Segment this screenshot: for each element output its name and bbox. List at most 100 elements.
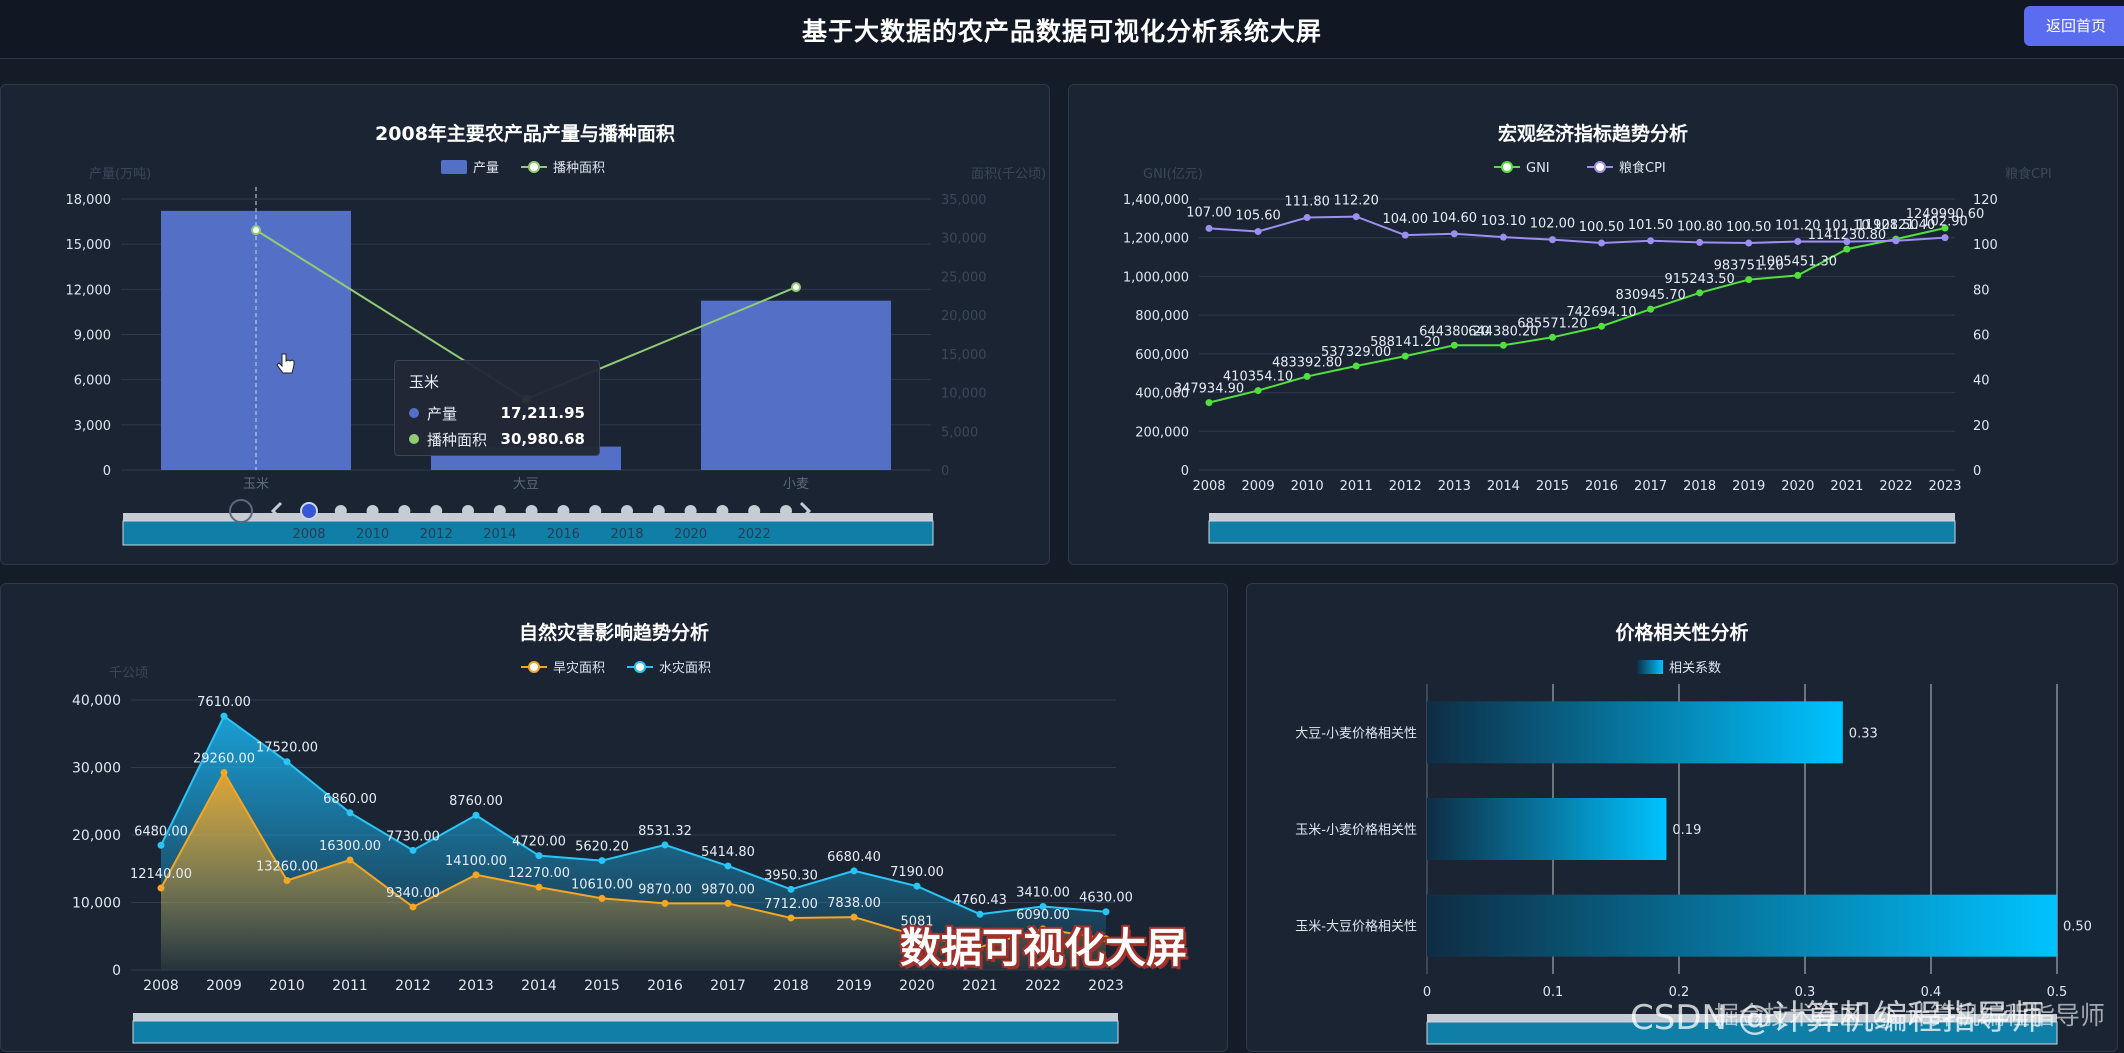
data-point xyxy=(1450,230,1458,238)
data-point xyxy=(220,712,228,720)
data-label: 111.80 xyxy=(1284,195,1330,210)
y-axis-title: 产量(万吨) xyxy=(89,167,151,182)
data-label: 6860.00 xyxy=(323,792,377,807)
data-label: 1192821.40 xyxy=(1857,218,1936,233)
y-tick-label-right: 0 xyxy=(1973,464,1981,479)
data-point xyxy=(661,841,669,849)
data-point xyxy=(535,883,543,891)
x-tick-label: 2014 xyxy=(521,978,557,994)
timeline-slider xyxy=(122,520,934,546)
x-tick-label: 2008 xyxy=(143,978,179,994)
data-label: 9870.00 xyxy=(638,882,692,897)
data-label: 685571.20 xyxy=(1517,316,1587,331)
x-tick-label: 2022 xyxy=(1025,978,1061,994)
x-tick-label: 2010 xyxy=(269,978,305,994)
y-axis-title: 面积(千公顷) xyxy=(971,167,1046,182)
data-point xyxy=(346,856,354,864)
data-point xyxy=(1843,245,1851,253)
data-point xyxy=(1941,234,1949,242)
series-line xyxy=(160,714,1107,916)
data-label: 16300.00 xyxy=(319,839,381,854)
x-tick-label: 小麦 xyxy=(783,477,809,492)
data-point xyxy=(724,862,732,870)
timeline-active-dot xyxy=(300,502,318,520)
data-label: 17520.00 xyxy=(256,741,318,756)
x-tick-label: 2020 xyxy=(899,978,935,994)
data-label: 6680.40 xyxy=(827,850,881,865)
data-point xyxy=(251,225,261,236)
data-label: 105.60 xyxy=(1235,209,1281,224)
data-label: 7838.00 xyxy=(827,896,881,911)
data-label: 14100.00 xyxy=(445,854,507,869)
data-label: 3950.30 xyxy=(764,868,818,883)
data-point xyxy=(1598,239,1606,247)
panel-title: 价格相关性分析 xyxy=(1615,622,1749,644)
correlation-chart: 相关系数 0 0.1 0.2 0.3 0.4 0.5 玉米-大豆价格相关性 0.50 玉米-小麦价… xyxy=(1295,660,2092,1045)
juejin-watermark: 掘金技术社区 @ 计算机编程指导师 xyxy=(1714,1001,2105,1030)
x-tick-label: 0.5 xyxy=(2047,985,2068,1000)
bar xyxy=(701,300,891,470)
y-tick-label: 6,000 xyxy=(74,374,111,389)
bar xyxy=(1427,894,2057,957)
data-label: 101.50 xyxy=(1628,218,1674,233)
y-tick-label: 800,000 xyxy=(1135,309,1189,324)
x-tick-label: 2021 xyxy=(1830,479,1863,494)
timeline-dot xyxy=(780,505,792,517)
x-tick-label: 2016 xyxy=(647,978,683,994)
data-point xyxy=(787,885,795,893)
home-button[interactable]: 返回首页 xyxy=(2024,6,2124,46)
timeline-year: 2018 xyxy=(610,527,643,542)
data-point xyxy=(1647,305,1655,313)
legend-label: 水灾面积 xyxy=(659,660,711,676)
data-point xyxy=(1303,372,1311,380)
data-point xyxy=(850,867,858,875)
timeline-dot xyxy=(334,505,347,517)
data-label: 12270.00 xyxy=(508,866,570,881)
data-point xyxy=(913,882,921,890)
y-tick-label: 1,200,000 xyxy=(1123,232,1189,247)
zoom-track xyxy=(1427,1014,2057,1024)
y-tick-label: 0 xyxy=(1181,464,1189,479)
y-tick-label: 30,000 xyxy=(72,761,121,777)
y-tick-label: 200,000 xyxy=(1135,425,1189,440)
timeline-dot xyxy=(430,505,443,517)
data-label: 100.80 xyxy=(1677,219,1723,234)
x-tick-label: 2011 xyxy=(332,978,368,994)
data-point xyxy=(1598,322,1606,330)
y-tick-label-right: 25,000 xyxy=(941,270,987,285)
y-tick-label: 玉米-大豆价格相关性 xyxy=(1295,919,1417,935)
x-tick-label: 2019 xyxy=(1732,479,1765,494)
data-label: 7610.00 xyxy=(197,695,251,710)
legend-dot-icon xyxy=(409,408,419,418)
timeline-dot xyxy=(748,505,761,517)
panel-macro-economy: 宏观经济指标趋势分析 GNI 粮食CPI GNI(亿元) 粮食CPI 0 200,000 4… xyxy=(1068,84,2118,565)
y-tick-label-right: 20 xyxy=(1973,419,1990,434)
data-point xyxy=(1254,387,1262,395)
data-point xyxy=(850,913,858,921)
data-point xyxy=(535,852,543,860)
data-label: 13260.00 xyxy=(256,859,318,874)
data-label: 7190.00 xyxy=(890,865,944,880)
data-label: 830945.70 xyxy=(1615,288,1685,303)
data-point xyxy=(220,768,228,776)
series-area xyxy=(161,772,1106,970)
legend-label: 旱灾面积 xyxy=(553,660,605,676)
y-tick-label: 400,000 xyxy=(1135,387,1189,402)
timeline-year: 2014 xyxy=(483,527,516,542)
data-point xyxy=(1102,908,1110,916)
data-point xyxy=(598,894,606,902)
data-label: 4760.43 xyxy=(953,893,1007,908)
y-tick-label-right: 60 xyxy=(1973,329,1990,344)
x-tick-label: 2020 xyxy=(1781,479,1814,494)
data-label: 103.10 xyxy=(1481,214,1527,229)
y-tick-label-right: 10,000 xyxy=(941,387,987,402)
x-tick-label: 2010 xyxy=(1291,479,1324,494)
data-label: 7712.00 xyxy=(764,897,818,912)
data-label: 347934.90 xyxy=(1174,382,1244,397)
next-icon xyxy=(799,501,812,521)
timeline-year: 2010 xyxy=(356,527,389,542)
data-label: 1141230.80 xyxy=(1808,228,1887,243)
overlay-watermark: 数据可视化大屏 xyxy=(900,924,1187,972)
timeline-track xyxy=(123,513,933,523)
